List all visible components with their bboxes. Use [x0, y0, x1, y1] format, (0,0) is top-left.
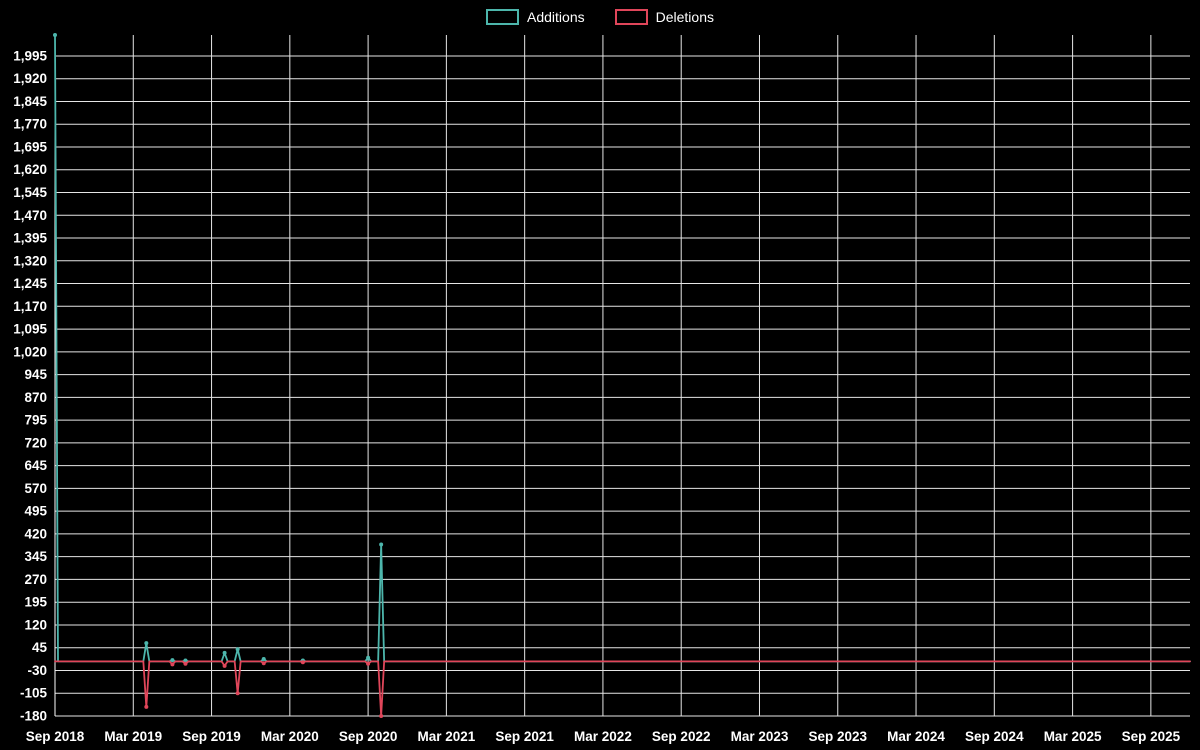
svg-text:-105: -105: [20, 686, 48, 701]
svg-text:1,695: 1,695: [13, 139, 47, 154]
chart-legend: Additions Deletions: [0, 8, 1200, 26]
svg-text:645: 645: [24, 458, 47, 473]
svg-text:1,095: 1,095: [13, 322, 47, 337]
svg-text:-180: -180: [20, 709, 47, 724]
svg-text:1,395: 1,395: [13, 231, 47, 246]
svg-text:Sep 2024: Sep 2024: [965, 729, 1024, 744]
svg-text:Sep 2023: Sep 2023: [808, 729, 867, 744]
svg-text:Sep 2021: Sep 2021: [495, 729, 554, 744]
svg-text:Mar 2020: Mar 2020: [261, 729, 319, 744]
svg-text:720: 720: [24, 435, 47, 450]
svg-text:870: 870: [24, 390, 47, 405]
svg-text:495: 495: [24, 504, 47, 519]
svg-text:Sep 2020: Sep 2020: [339, 729, 398, 744]
svg-text:270: 270: [24, 572, 47, 587]
svg-text:Mar 2019: Mar 2019: [104, 729, 162, 744]
svg-text:-30: -30: [27, 663, 47, 678]
additions-legend-swatch-icon: [486, 9, 520, 25]
svg-text:1,470: 1,470: [13, 208, 47, 223]
svg-text:1,620: 1,620: [13, 162, 47, 177]
svg-text:120: 120: [24, 617, 47, 632]
svg-text:1,320: 1,320: [13, 253, 47, 268]
deletions-legend-label: Deletions: [655, 9, 714, 25]
legend-item-deletions[interactable]: Deletions: [614, 8, 714, 26]
svg-text:345: 345: [24, 549, 47, 564]
svg-text:Sep 2025: Sep 2025: [1122, 729, 1181, 744]
svg-text:1,545: 1,545: [13, 185, 47, 200]
svg-text:1,020: 1,020: [13, 344, 47, 359]
legend-item-additions[interactable]: Additions: [486, 8, 585, 26]
svg-text:Mar 2024: Mar 2024: [887, 729, 945, 744]
svg-text:Sep 2022: Sep 2022: [652, 729, 711, 744]
svg-text:195: 195: [24, 595, 47, 610]
svg-text:Mar 2025: Mar 2025: [1044, 729, 1102, 744]
svg-text:1,245: 1,245: [13, 276, 47, 291]
svg-text:1,170: 1,170: [13, 299, 47, 314]
svg-text:1,920: 1,920: [13, 71, 47, 86]
svg-text:1,770: 1,770: [13, 117, 47, 132]
svg-text:45: 45: [32, 640, 48, 655]
svg-text:945: 945: [24, 367, 47, 382]
svg-text:Mar 2021: Mar 2021: [417, 729, 475, 744]
svg-text:795: 795: [24, 413, 47, 428]
additions-legend-label: Additions: [527, 9, 585, 25]
deletions-legend-swatch-icon: [614, 9, 648, 25]
svg-text:420: 420: [24, 526, 47, 541]
svg-text:1,845: 1,845: [13, 94, 47, 109]
svg-text:Mar 2023: Mar 2023: [731, 729, 789, 744]
svg-text:570: 570: [24, 481, 47, 496]
svg-text:Mar 2022: Mar 2022: [574, 729, 632, 744]
svg-text:Sep 2018: Sep 2018: [26, 729, 85, 744]
svg-text:Sep 2019: Sep 2019: [182, 729, 241, 744]
svg-text:1,995: 1,995: [13, 48, 47, 63]
